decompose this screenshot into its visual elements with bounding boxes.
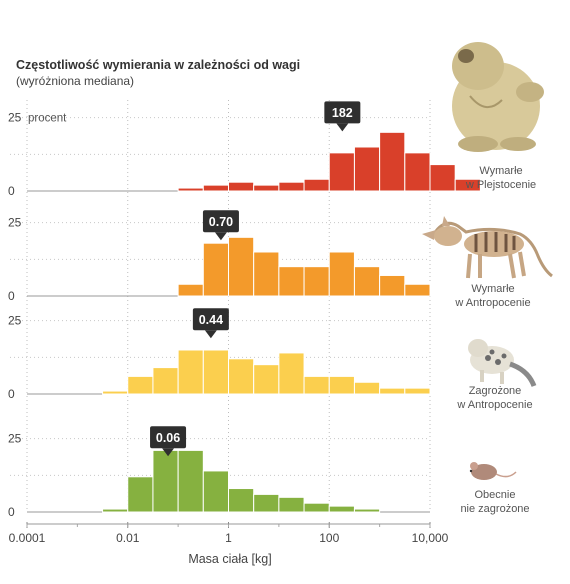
- panel-3-median-pointer: [162, 448, 175, 457]
- thylacine-illustration: [422, 216, 553, 279]
- panel-1-ytick-25: 25: [8, 216, 22, 230]
- panel-2-bar-6: [253, 364, 280, 395]
- panel-2-median-box: [192, 308, 229, 331]
- panel-1-bar-1: [202, 242, 229, 297]
- panel-2-bar-12: [404, 387, 431, 395]
- x-tick-label-1: 0.01: [116, 531, 140, 545]
- ground-sloth-illustration: [452, 42, 544, 152]
- panel-2-bar-10: [353, 381, 381, 395]
- panel-1-median-box: [202, 210, 239, 233]
- panel-1-bar-6: [328, 251, 355, 297]
- panel-2-ytick-0: 0: [8, 387, 15, 401]
- panel-0-bar-6: [328, 152, 355, 192]
- panel-3-bar-5: [228, 488, 255, 513]
- mouse-illustration: [469, 462, 517, 480]
- panel-label-threatened: Zagrożone w Antropocenie: [457, 385, 533, 411]
- panel-0-bar-8: [379, 131, 406, 192]
- chart-subtitle: (wyróżniona mediana): [16, 74, 135, 88]
- panel-0-ytick-25: 25: [8, 111, 22, 125]
- panel-0-bar-10: [429, 164, 456, 192]
- panel-2-bar-9: [328, 375, 355, 395]
- panel-label-not-threatened: Obecnie nie zagrożone: [460, 489, 530, 515]
- panel-2-bar-5: [228, 358, 255, 395]
- panel-0-bar-4: [278, 181, 305, 192]
- panel-3-bar-2: [152, 449, 179, 513]
- panel-2-median-pointer: [204, 330, 217, 339]
- panel-3-median-box: [150, 426, 187, 449]
- panel-0-bar-3: [253, 184, 280, 192]
- panel-3-bar-10: [353, 508, 381, 513]
- panel-0-bar-0: [177, 187, 204, 192]
- x-tick-label-0: 0.0001: [9, 531, 46, 545]
- panel-3-ytick-0: 0: [8, 505, 15, 519]
- panel-1-bar-0: [177, 283, 204, 297]
- x-axis-label: Masa ciała [kg]: [188, 552, 272, 566]
- panel-0-bar-11: [454, 178, 481, 192]
- panel-0-bar-7: [353, 146, 381, 192]
- chart-heading: Częstotliwość wymierania w zależności od…: [16, 58, 300, 88]
- panel-3-bar-1: [127, 476, 154, 513]
- panel-0-bar-5: [303, 178, 330, 192]
- panel-2-bar-0: [102, 390, 129, 395]
- panel-2-bar-3: [177, 349, 204, 395]
- panel-1-bar-3: [253, 251, 280, 297]
- panel-1-ytick-0: 0: [8, 289, 15, 303]
- panel-3-bar-0: [102, 508, 129, 513]
- chart-title: Częstotliwość wymierania w zależności od…: [16, 58, 301, 72]
- panel-3-bar-8: [303, 502, 330, 513]
- panel-3-bar-7: [278, 496, 305, 513]
- panel-0-median-box: [324, 101, 361, 124]
- panel-2-bar-8: [303, 375, 330, 395]
- panel-3-bar-4: [202, 470, 229, 513]
- panel-1-bar-4: [278, 266, 305, 297]
- clouded-leopard-illustration: [468, 339, 537, 387]
- x-tick-label-4: 10,000: [412, 531, 449, 545]
- panel-2-median-label: 0.44: [199, 313, 223, 327]
- panel-0-median-pointer: [336, 123, 349, 132]
- panel-2-ytick-25: 25: [8, 314, 22, 328]
- panel-0-ytick-0: 0: [8, 184, 15, 198]
- panel-1-bar-5: [303, 266, 330, 297]
- panel-2-bar-1: [127, 375, 154, 395]
- y-unit-label: procent: [28, 113, 67, 125]
- panel-2-bar-7: [278, 352, 305, 395]
- panel-1-bar-8: [379, 274, 406, 297]
- panel-1-median-pointer: [214, 232, 227, 241]
- x-tick-label-3: 100: [319, 531, 339, 545]
- panel-0-bar-9: [404, 152, 431, 192]
- panel-0-median-label: 182: [332, 106, 353, 120]
- panel-3-bar-3: [177, 449, 204, 513]
- panel-3-median-label: 0.06: [156, 431, 180, 445]
- panel-label-pleistocene: Wymarłe w Plejstocenie: [465, 165, 537, 191]
- x-tick-label-2: 1: [225, 531, 232, 545]
- panel-2-bar-11: [379, 387, 406, 395]
- panel-3-bar-9: [328, 505, 355, 513]
- panel-0-bar-2: [228, 181, 255, 192]
- panel-label-anthropocene-extinct: Wymarłe w Antropocenie: [455, 283, 531, 309]
- panel-1-bar-7: [353, 266, 381, 297]
- panel-2-bar-2: [152, 367, 179, 395]
- panel-1-bar-9: [404, 283, 431, 297]
- panel-0-bar-1: [202, 184, 229, 192]
- panel-3-ytick-25: 25: [8, 432, 22, 446]
- panel-2-bar-4: [202, 349, 229, 395]
- panel-3-bar-6: [253, 493, 280, 513]
- panel-1-bar-2: [228, 236, 255, 297]
- panel-1-median-label: 0.70: [209, 215, 233, 229]
